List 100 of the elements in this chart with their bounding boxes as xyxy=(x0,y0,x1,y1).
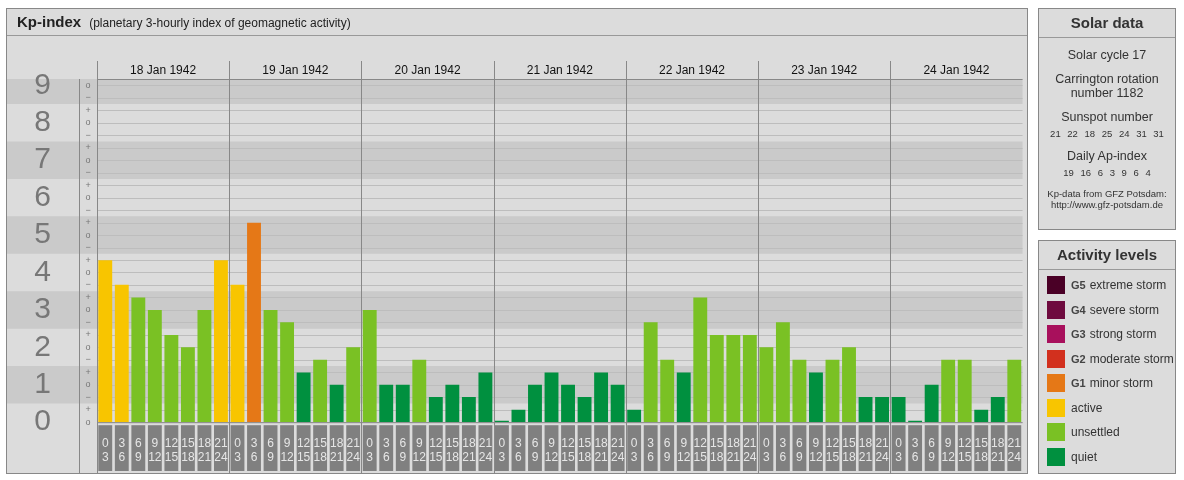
x-tick-label: 0 3 xyxy=(630,435,638,465)
x-tick-label: 21 24 xyxy=(743,435,757,465)
x-tick-label: 15 18 xyxy=(313,435,328,465)
text: + xyxy=(85,366,91,377)
text: 24 Jan 1942 xyxy=(923,63,990,78)
text: − xyxy=(85,92,91,103)
x-tick-label: 18 21 xyxy=(197,435,212,465)
x-tick-label: 12 15 xyxy=(561,435,576,465)
text: o xyxy=(85,379,91,390)
y-tick-label: 9 xyxy=(34,66,51,100)
bar xyxy=(974,409,989,423)
text: + xyxy=(85,142,91,153)
x-tick-label: 6 9 xyxy=(531,435,539,465)
bar xyxy=(511,409,526,423)
text: o xyxy=(85,266,91,277)
legend-title: Activity levels xyxy=(1039,241,1175,270)
text: 18 Jan 1942 xyxy=(130,63,197,78)
legend-label: G4 severe storm xyxy=(1071,302,1160,317)
x-tick-label: 3 6 xyxy=(118,435,126,465)
x-tick-label: 12 15 xyxy=(164,435,179,465)
x-tick-label: 21 24 xyxy=(875,435,890,465)
x-tick-label: 0 3 xyxy=(895,435,903,465)
text: + xyxy=(85,179,91,190)
text: − xyxy=(85,391,91,402)
x-tick-label: 21 24 xyxy=(346,435,361,465)
text: Daily Ap-index xyxy=(1066,149,1148,163)
x-tick-label: 9 12 xyxy=(809,435,823,465)
x-tick-label: 18 21 xyxy=(858,435,873,465)
y-tick-label: 3 xyxy=(34,291,51,325)
x-tick-label: 3 6 xyxy=(515,435,523,465)
text: + xyxy=(85,217,91,228)
x-tick-label: 18 21 xyxy=(594,435,609,465)
x-tick-label: 3 6 xyxy=(911,435,919,465)
x-tick-label: 3 6 xyxy=(647,435,655,465)
x-tick-label: 9 12 xyxy=(544,435,559,465)
text: o xyxy=(85,154,91,165)
text: + xyxy=(85,329,91,340)
x-tick-label: 15 18 xyxy=(181,435,195,465)
text: 21 22 18 25 24 31 31 xyxy=(1049,128,1165,139)
x-tick-label: 0 3 xyxy=(763,435,771,465)
text: 19 16 6 3 9 6 4 xyxy=(1062,167,1152,178)
text: + xyxy=(85,404,91,415)
text: Solar cycle 17 xyxy=(1066,48,1148,62)
x-tick-label: 6 9 xyxy=(134,435,142,465)
x-tick-label: 21 24 xyxy=(610,435,625,465)
y-tick-label: 1 xyxy=(34,366,51,400)
text: − xyxy=(85,354,91,365)
text: Solar data xyxy=(1039,9,1175,38)
legend-label: G5 extreme storm xyxy=(1071,278,1167,293)
x-tick-label: 9 12 xyxy=(412,435,427,465)
x-tick-label: 18 21 xyxy=(329,435,344,465)
y-tick-label: 2 xyxy=(34,328,51,362)
text: 22 Jan 1942 xyxy=(658,63,726,78)
text: − xyxy=(85,242,91,253)
text: Sunspot number xyxy=(1060,110,1154,124)
text: − xyxy=(85,204,91,215)
x-tick-label: 21 24 xyxy=(214,435,228,465)
y-tick-label: 7 xyxy=(34,141,51,175)
x-tick-label: 15 18 xyxy=(445,435,460,465)
x-tick-label: 3 6 xyxy=(779,435,787,465)
legend-label: G1 minor storm xyxy=(1071,376,1154,391)
x-tick-label: 9 12 xyxy=(148,435,162,465)
text: 20 Jan 1942 xyxy=(394,63,461,78)
x-tick-label: 9 12 xyxy=(941,435,956,465)
x-tick-label: 9 12 xyxy=(677,435,691,465)
x-tick-label: 6 9 xyxy=(267,435,275,465)
y-tick-label: 6 xyxy=(34,178,51,212)
text: Kp-data from GFZ Potsdam: http://www.gfz-potsdam.de xyxy=(1046,188,1168,210)
text: o xyxy=(85,192,91,203)
x-tick-label: 18 21 xyxy=(991,435,1005,465)
text: − xyxy=(85,129,91,140)
text: 19 Jan 1942 xyxy=(262,63,329,78)
x-tick-label: 12 15 xyxy=(958,435,972,465)
text: o xyxy=(85,117,91,128)
x-tick-label: 15 18 xyxy=(710,435,724,465)
x-tick-label: 0 3 xyxy=(101,435,109,465)
x-tick-label: 3 6 xyxy=(382,435,390,465)
text: + xyxy=(85,291,91,302)
legend-label: G2 moderate storm xyxy=(1071,351,1174,366)
chart-title: Kp-index xyxy=(17,13,82,30)
text: o xyxy=(85,416,91,427)
x-tick-label: 12 15 xyxy=(693,435,708,465)
text: 23 Jan 1942 xyxy=(791,63,858,78)
text: o xyxy=(85,229,91,240)
text: + xyxy=(85,254,91,265)
x-tick-label: 6 9 xyxy=(399,435,407,465)
legend-label: G3 strong storm xyxy=(1071,327,1157,342)
x-tick-label: 0 3 xyxy=(366,435,374,465)
y-tick-label: 5 xyxy=(34,216,51,250)
text: o xyxy=(85,341,91,352)
y-tick-label: 0 xyxy=(34,403,51,437)
chart-subtitle: (planetary 3-hourly index of geomagnetic activity) xyxy=(89,16,351,30)
x-tick-label: 21 24 xyxy=(1007,435,1022,465)
x-tick-label: 0 3 xyxy=(234,435,242,465)
x-tick-label: 9 12 xyxy=(280,435,295,465)
legend-label: unsettled xyxy=(1071,425,1120,440)
x-tick-label: 3 6 xyxy=(250,435,258,465)
x-tick-label: 6 9 xyxy=(796,435,804,465)
x-tick-label: 12 15 xyxy=(296,435,311,465)
y-tick-label: 8 xyxy=(34,104,51,138)
